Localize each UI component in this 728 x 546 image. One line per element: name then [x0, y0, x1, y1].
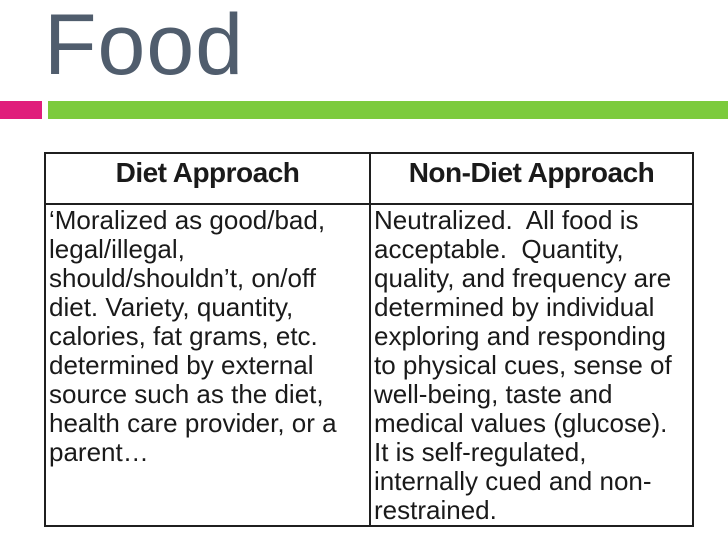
col-header-diet-approach: Diet Approach: [44, 152, 371, 205]
table-header-row: Diet Approach Non-Diet Approach: [44, 152, 694, 205]
table-row: ‘Moralized as good/bad, legal/illegal, s…: [44, 203, 694, 527]
accent-bar-green: [48, 101, 728, 119]
slide-title: Food: [44, 0, 245, 93]
cell-diet-approach: ‘Moralized as good/bad, legal/illegal, s…: [44, 203, 371, 527]
cell-non-diet-approach: Neutralized. All food is acceptable. Qua…: [369, 203, 694, 527]
accent-bar-pink: [0, 101, 42, 119]
comparison-table: Diet Approach Non-Diet Approach ‘Moraliz…: [44, 152, 694, 527]
col-header-non-diet-approach: Non-Diet Approach: [369, 152, 694, 205]
